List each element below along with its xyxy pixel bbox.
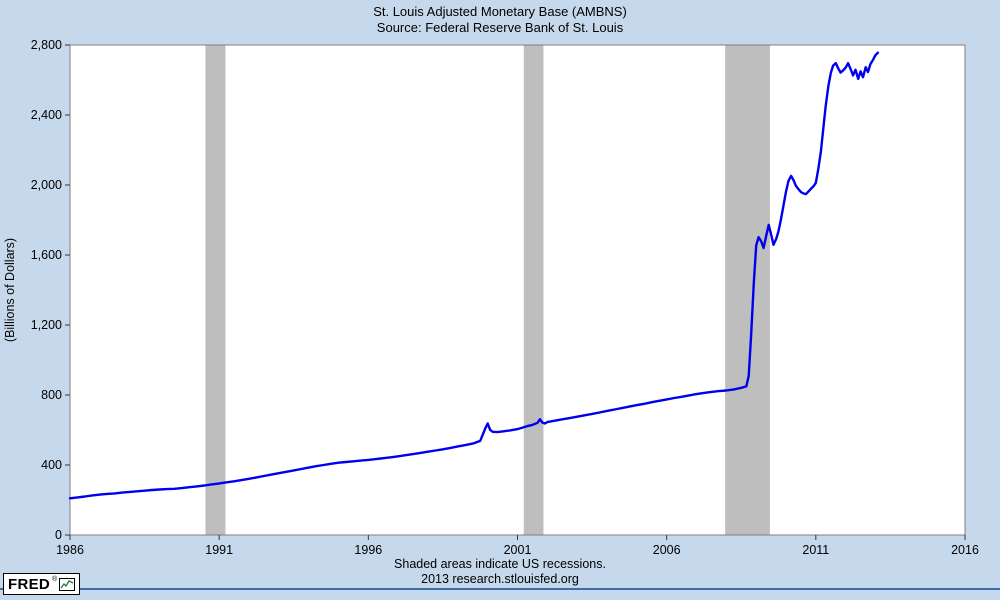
svg-text:2016: 2016 — [951, 543, 979, 557]
fred-logo-text: FRED — [8, 575, 51, 593]
svg-text:2011: 2011 — [802, 543, 829, 557]
svg-text:800: 800 — [41, 388, 62, 402]
svg-text:2,800: 2,800 — [31, 38, 62, 52]
svg-text:2001: 2001 — [504, 543, 532, 557]
svg-text:400: 400 — [41, 458, 62, 472]
svg-text:(Billions of Dollars): (Billions of Dollars) — [3, 238, 17, 342]
svg-text:1996: 1996 — [354, 543, 382, 557]
fred-logo: FRED ® — [3, 573, 81, 595]
svg-text:0: 0 — [55, 528, 62, 542]
svg-text:1,600: 1,600 — [31, 248, 62, 262]
footer-divider — [0, 588, 1000, 590]
source-credit: 2013 research.stlouisfed.org — [421, 572, 579, 586]
svg-text:2,000: 2,000 — [31, 178, 62, 192]
svg-text:2006: 2006 — [653, 543, 681, 557]
svg-text:1986: 1986 — [56, 543, 84, 557]
sparkline-chart-icon — [59, 577, 76, 591]
svg-text:2,400: 2,400 — [31, 108, 62, 122]
chart-source: Source: Federal Reserve Bank of St. Loui… — [376, 20, 624, 35]
recession-note: Shaded areas indicate US recessions. — [394, 557, 606, 571]
chart-title: St. Louis Adjusted Monetary Base (AMBNS) — [373, 4, 627, 19]
svg-text:1,200: 1,200 — [31, 318, 62, 332]
svg-text:1991: 1991 — [205, 543, 233, 557]
fred-logo-registered-mark: ® — [52, 576, 58, 583]
